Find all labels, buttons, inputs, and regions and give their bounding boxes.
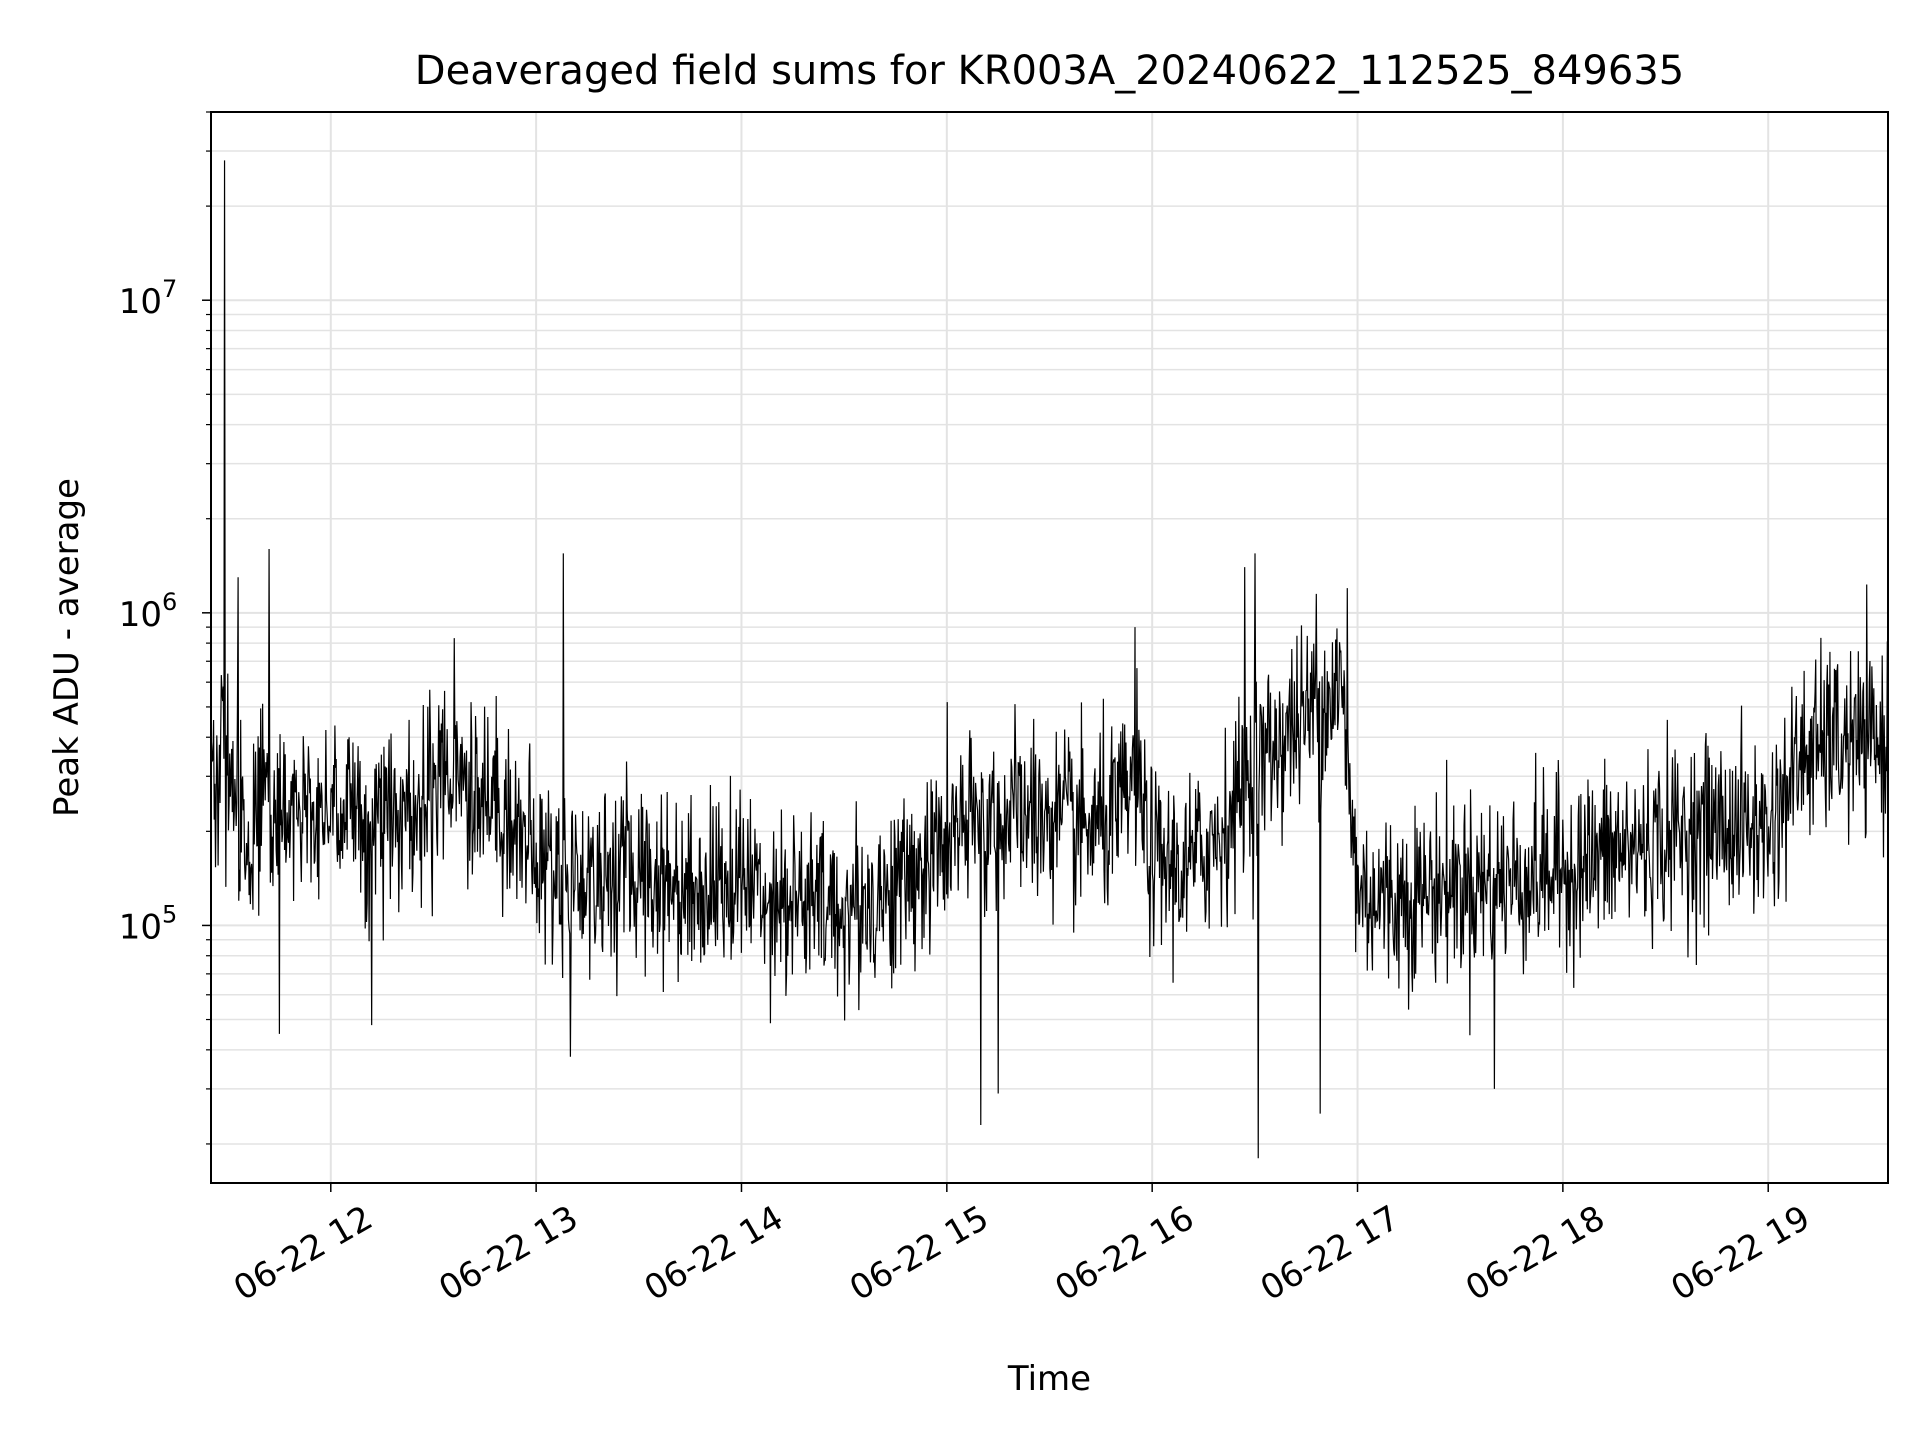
- y-tick-label: 105: [119, 900, 178, 947]
- plot-area: [210, 160, 1889, 1159]
- x-axis-label: Time: [1007, 1359, 1091, 1399]
- axes-frame: [210, 111, 1889, 1184]
- y-tick-label: 107: [119, 275, 178, 322]
- y-axis-label: Peak ADU - average: [47, 478, 87, 817]
- y-tick-label: 106: [119, 588, 178, 635]
- series-line: [210, 160, 1889, 1159]
- chart-title: Deaveraged field sums for KR003A_2024062…: [415, 48, 1684, 94]
